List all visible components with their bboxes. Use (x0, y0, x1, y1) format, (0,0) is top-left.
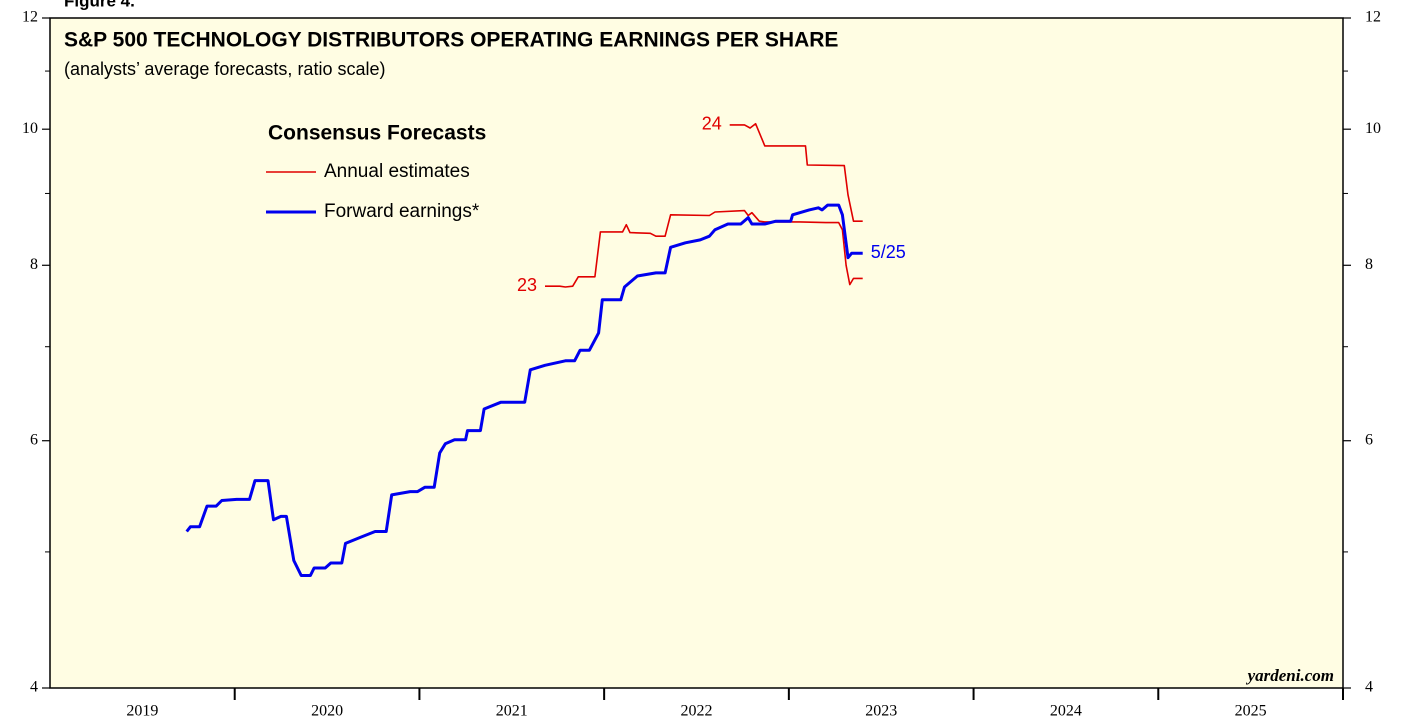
y2-tick-label: 6 (1365, 431, 1373, 448)
y2-tick-label: 8 (1365, 256, 1373, 273)
x-tick-label: 2022 (681, 703, 713, 720)
y2-tick-label: 12 (1365, 9, 1381, 26)
series-label: 24 (702, 114, 722, 134)
y-tick-label: 4 (30, 679, 38, 696)
x-tick-label: 2023 (865, 703, 897, 720)
legend-label: Forward earnings* (324, 201, 480, 222)
source: yardeni.com (1246, 666, 1334, 685)
series-line (729, 122, 863, 222)
y-tick-label: 6 (30, 431, 38, 448)
series-line (545, 209, 863, 288)
y-tick-label: 12 (22, 9, 38, 26)
y2-tick-label: 10 (1365, 120, 1381, 137)
x-tick-label: 2021 (496, 703, 528, 720)
series-label: 23 (517, 275, 537, 295)
y-tick-label: 8 (30, 256, 38, 273)
legend-label: Annual estimates (324, 161, 470, 182)
legend-title: Consensus Forecasts (268, 122, 486, 145)
figure-label: Figure 4. (64, 0, 135, 10)
x-tick-label: 2020 (311, 703, 343, 720)
plot-area (49, 17, 1344, 689)
x-tick-label: 2025 (1235, 703, 1267, 720)
y-tick-label: 10 (22, 120, 38, 137)
y2-tick-label: 4 (1365, 679, 1373, 696)
series-line (185, 203, 863, 577)
x-tick-label: 2019 (126, 703, 158, 720)
chart-subtitle: (analysts’ average forecasts, ratio scal… (64, 59, 385, 79)
x-tick-label: 2024 (1050, 703, 1082, 720)
series-label: 5/25 (871, 242, 906, 262)
chart-title: S&P 500 TECHNOLOGY DISTRIBUTORS OPERATIN… (64, 29, 838, 52)
